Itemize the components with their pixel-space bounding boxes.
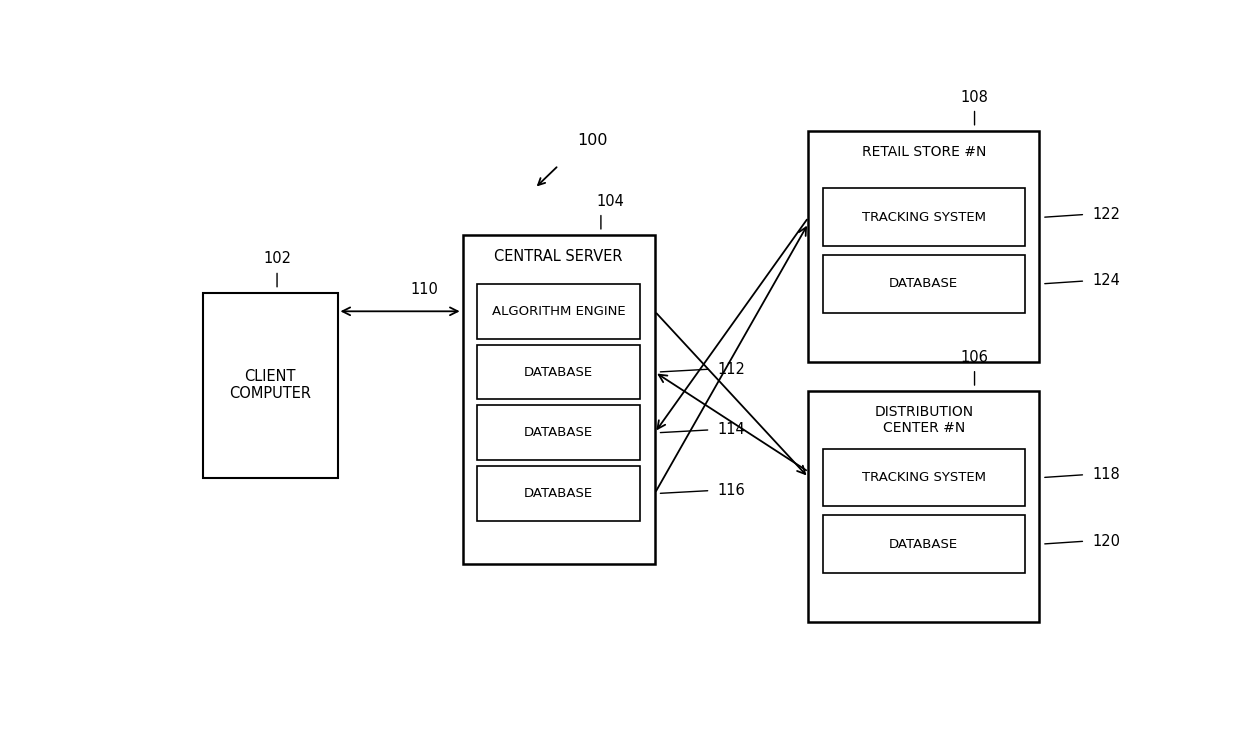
Text: DATABASE: DATABASE bbox=[525, 366, 593, 379]
FancyBboxPatch shape bbox=[823, 189, 1024, 246]
Text: 104: 104 bbox=[596, 194, 625, 209]
FancyBboxPatch shape bbox=[808, 391, 1039, 622]
Text: DISTRIBUTION
CENTER #N: DISTRIBUTION CENTER #N bbox=[874, 406, 973, 436]
Text: 118: 118 bbox=[1092, 467, 1120, 482]
Text: DATABASE: DATABASE bbox=[889, 538, 959, 550]
Text: 106: 106 bbox=[961, 350, 988, 365]
Text: 122: 122 bbox=[1092, 207, 1120, 222]
Text: RETAIL STORE #N: RETAIL STORE #N bbox=[862, 145, 986, 159]
Text: CLIENT
COMPUTER: CLIENT COMPUTER bbox=[229, 369, 311, 401]
FancyBboxPatch shape bbox=[823, 515, 1024, 573]
FancyBboxPatch shape bbox=[203, 292, 337, 478]
FancyBboxPatch shape bbox=[808, 131, 1039, 362]
Text: DATABASE: DATABASE bbox=[525, 487, 593, 500]
Text: 102: 102 bbox=[263, 252, 291, 267]
Text: DATABASE: DATABASE bbox=[525, 427, 593, 439]
Text: 114: 114 bbox=[717, 422, 745, 437]
FancyBboxPatch shape bbox=[823, 448, 1024, 506]
FancyBboxPatch shape bbox=[823, 255, 1024, 312]
Text: ALGORITHM ENGINE: ALGORITHM ENGINE bbox=[492, 305, 625, 318]
Text: TRACKING SYSTEM: TRACKING SYSTEM bbox=[862, 211, 986, 224]
Text: 124: 124 bbox=[1092, 273, 1120, 288]
FancyBboxPatch shape bbox=[477, 406, 640, 460]
FancyBboxPatch shape bbox=[477, 284, 640, 339]
Text: 108: 108 bbox=[961, 89, 988, 104]
FancyBboxPatch shape bbox=[477, 466, 640, 521]
Text: 120: 120 bbox=[1092, 534, 1120, 549]
Text: 110: 110 bbox=[410, 282, 438, 297]
Text: 100: 100 bbox=[577, 133, 608, 148]
Text: DATABASE: DATABASE bbox=[889, 277, 959, 291]
Text: TRACKING SYSTEM: TRACKING SYSTEM bbox=[862, 471, 986, 484]
FancyBboxPatch shape bbox=[463, 234, 655, 564]
Text: 116: 116 bbox=[717, 483, 745, 498]
Text: 112: 112 bbox=[717, 362, 745, 377]
FancyBboxPatch shape bbox=[477, 345, 640, 400]
Text: CENTRAL SERVER: CENTRAL SERVER bbox=[495, 249, 622, 264]
